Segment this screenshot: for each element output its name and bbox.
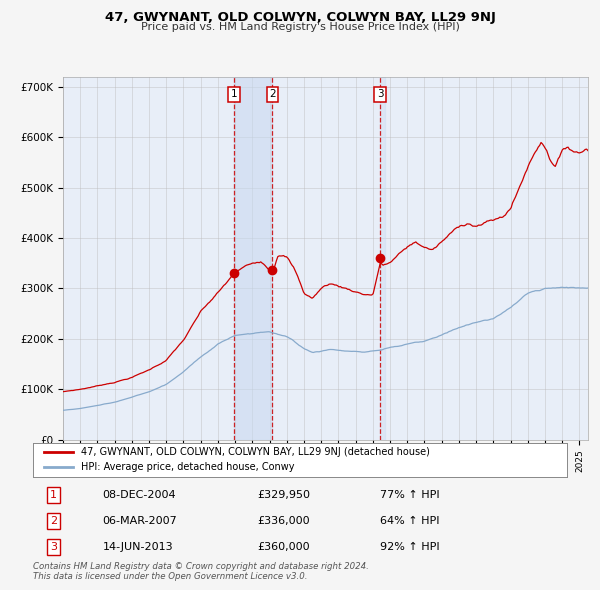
Text: 92% ↑ HPI: 92% ↑ HPI	[380, 542, 440, 552]
Text: 47, GWYNANT, OLD COLWYN, COLWYN BAY, LL29 9NJ (detached house): 47, GWYNANT, OLD COLWYN, COLWYN BAY, LL2…	[81, 447, 430, 457]
Text: 77% ↑ HPI: 77% ↑ HPI	[380, 490, 440, 500]
Text: 3: 3	[50, 542, 57, 552]
Text: Contains HM Land Registry data © Crown copyright and database right 2024.
This d: Contains HM Land Registry data © Crown c…	[33, 562, 369, 581]
Text: £329,950: £329,950	[257, 490, 310, 500]
Text: Price paid vs. HM Land Registry's House Price Index (HPI): Price paid vs. HM Land Registry's House …	[140, 22, 460, 32]
Text: 14-JUN-2013: 14-JUN-2013	[103, 542, 173, 552]
Text: 64% ↑ HPI: 64% ↑ HPI	[380, 516, 440, 526]
Text: 2: 2	[269, 90, 276, 99]
Text: £336,000: £336,000	[257, 516, 310, 526]
Text: 2: 2	[50, 516, 57, 526]
Text: HPI: Average price, detached house, Conwy: HPI: Average price, detached house, Conw…	[81, 463, 295, 473]
Bar	[380, 77, 385, 440]
Text: 47, GWYNANT, OLD COLWYN, COLWYN BAY, LL29 9NJ: 47, GWYNANT, OLD COLWYN, COLWYN BAY, LL2…	[104, 11, 496, 24]
Text: 08-DEC-2004: 08-DEC-2004	[103, 490, 176, 500]
Text: 1: 1	[50, 490, 57, 500]
Text: 3: 3	[377, 90, 384, 99]
Text: £360,000: £360,000	[257, 542, 310, 552]
Text: 1: 1	[230, 90, 237, 99]
Text: 06-MAR-2007: 06-MAR-2007	[103, 516, 177, 526]
Bar	[234, 77, 272, 440]
